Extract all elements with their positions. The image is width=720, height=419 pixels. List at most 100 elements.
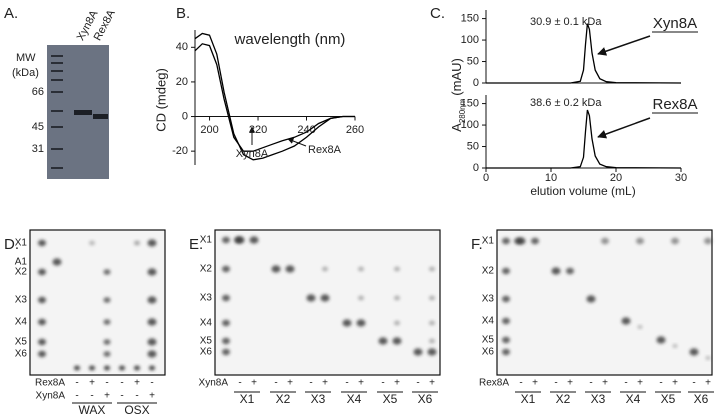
spot xyxy=(601,237,609,245)
sign: + xyxy=(672,378,678,389)
panel-label: D. xyxy=(4,236,19,253)
spot xyxy=(222,265,230,273)
enzyme-label: Xyn8A xyxy=(199,378,229,389)
spot xyxy=(394,266,400,272)
spot xyxy=(322,266,328,272)
group-label: X4 xyxy=(347,392,362,406)
group-label: OSX xyxy=(124,403,149,417)
spot xyxy=(38,268,46,276)
series-label: Rex8A xyxy=(652,96,697,113)
spot xyxy=(104,365,110,371)
marker-label: 45 xyxy=(32,121,44,133)
panel-label: A. xyxy=(4,5,18,22)
spot xyxy=(103,339,111,345)
spot xyxy=(222,337,230,345)
spot xyxy=(103,297,111,303)
row-label: X2 xyxy=(15,267,28,278)
spot xyxy=(103,269,111,275)
sign: - xyxy=(120,391,123,402)
y-tick-label: 150 xyxy=(461,97,479,109)
row-label: X6 xyxy=(15,349,28,360)
spot xyxy=(103,351,111,357)
x-tick-label: 0 xyxy=(483,172,489,184)
enzyme-label: Rex8A xyxy=(35,378,65,389)
sign: - xyxy=(238,378,241,389)
sign: + xyxy=(705,378,711,389)
spot xyxy=(342,319,352,327)
sign: - xyxy=(381,378,384,389)
sign: - xyxy=(105,378,108,389)
spot xyxy=(38,338,46,346)
group-label: X5 xyxy=(383,392,398,406)
y-tick-label: 150 xyxy=(461,12,479,24)
marker-label: 66 xyxy=(32,86,44,98)
row-label: X3 xyxy=(482,294,495,305)
spot xyxy=(427,348,437,356)
spot xyxy=(392,337,402,345)
sign: + xyxy=(429,378,435,389)
sign: - xyxy=(624,378,627,389)
spot xyxy=(147,350,157,358)
row-label: A1 xyxy=(15,257,28,268)
tlc-plate xyxy=(496,229,713,376)
chart-title: wavelength (nm) xyxy=(234,31,346,48)
spot xyxy=(234,236,242,244)
arrow xyxy=(597,117,651,139)
sign: + xyxy=(104,391,110,402)
spot xyxy=(285,265,295,273)
series-label: Xyn8A xyxy=(236,148,269,160)
row-label: X4 xyxy=(482,316,495,327)
spot xyxy=(119,365,125,371)
sign: + xyxy=(89,378,95,389)
spot xyxy=(429,295,435,301)
spot xyxy=(147,296,157,304)
y-tick-label: 100 xyxy=(461,119,479,131)
x-tick-label: 240 xyxy=(297,124,315,136)
row-label: X2 xyxy=(482,266,495,277)
spot xyxy=(222,319,230,327)
spot xyxy=(356,319,366,327)
sign: - xyxy=(309,378,312,389)
x-tick-label: 200 xyxy=(200,124,218,136)
marker-label: 31 xyxy=(32,143,44,155)
spot xyxy=(249,236,259,244)
sign: - xyxy=(519,378,522,389)
spot xyxy=(38,239,46,247)
spot xyxy=(671,237,679,245)
enzyme-label: Xyn8A xyxy=(36,391,66,402)
y-axis-label: A280nm (mAU) xyxy=(449,58,466,132)
spot xyxy=(514,237,522,245)
row-label: X6 xyxy=(482,347,495,358)
sign: + xyxy=(567,378,573,389)
spot xyxy=(89,240,95,246)
row-label: X4 xyxy=(200,318,213,329)
sign: + xyxy=(251,378,257,389)
spot xyxy=(89,365,95,371)
spot xyxy=(320,294,330,302)
y-tick-label: 50 xyxy=(467,140,479,152)
series-label: Xyn8A xyxy=(653,15,697,32)
row-label: X2 xyxy=(200,264,213,275)
spot xyxy=(621,317,631,325)
sign: - xyxy=(345,378,348,389)
band xyxy=(74,110,92,115)
arrow xyxy=(287,138,307,147)
sign: + xyxy=(322,378,328,389)
row-label: X5 xyxy=(482,335,495,346)
sign: + xyxy=(394,378,400,389)
spot xyxy=(74,365,80,371)
panel-label: E. xyxy=(189,236,203,253)
curve xyxy=(194,32,355,161)
sign: - xyxy=(135,391,138,402)
tlc-plate xyxy=(29,229,166,376)
y-tick-label: 40 xyxy=(176,41,188,53)
mw-unit: (kDa) xyxy=(12,67,39,79)
spot xyxy=(134,365,140,371)
row-label: X3 xyxy=(200,293,213,304)
sign: - xyxy=(692,378,695,389)
spot xyxy=(551,267,561,275)
series-label: Rex8A xyxy=(308,144,342,156)
spot xyxy=(502,267,510,275)
row-label: X1 xyxy=(15,238,28,249)
y-tick-label: 100 xyxy=(461,34,479,46)
